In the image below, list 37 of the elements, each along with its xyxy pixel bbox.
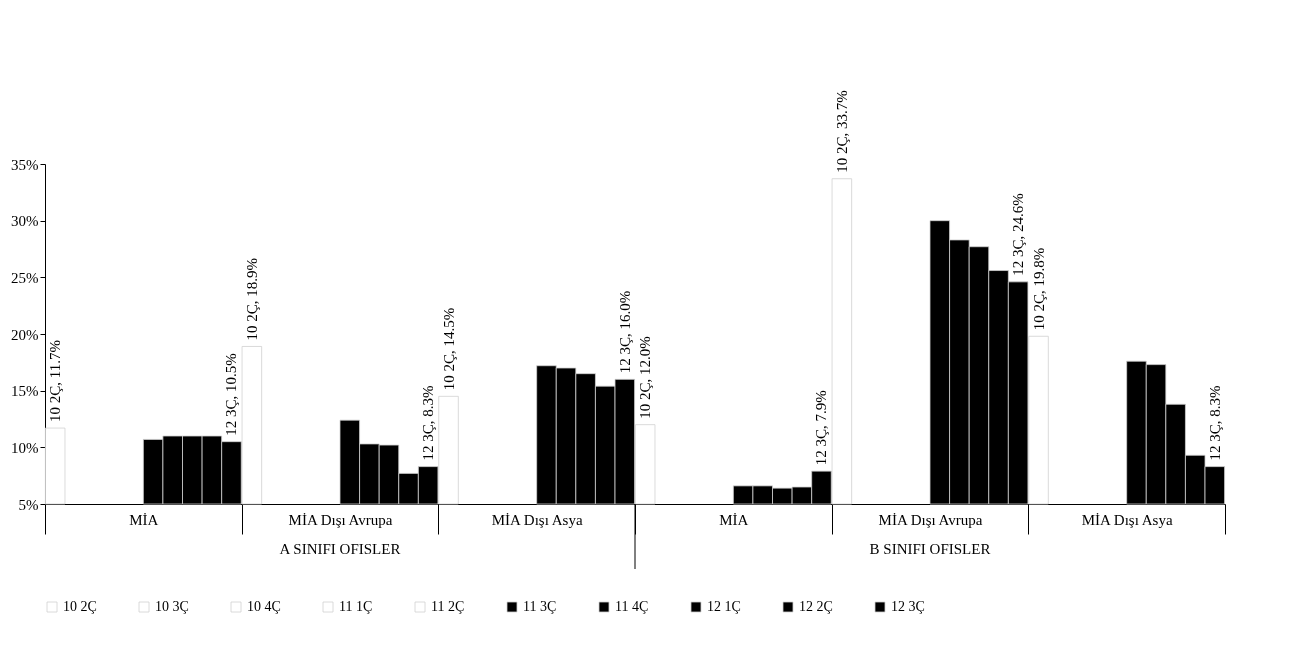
legend-label: 12 1Ç — [707, 599, 741, 614]
x-tick-label: MİA Dışı Avrupa — [878, 511, 983, 528]
data-label: 10 2Ç, 14.5% — [440, 307, 457, 391]
data-label: 10 2Ç, 11.7% — [47, 340, 64, 423]
text: B SINIFI OFISLER — [869, 541, 991, 557]
data-label: 10 2Ç, 33.7% — [833, 90, 850, 173]
data-label: 10 2Ç, 18.9% — [243, 257, 260, 341]
y-tick-label: 35% — [11, 156, 39, 173]
x-tick-label: MİA — [719, 511, 749, 528]
data-label: 12 3Ç, 7.9% — [813, 390, 830, 466]
data-label: 12 3Ç, 8.3% — [1206, 385, 1223, 461]
data-label: 10 2Ç, 19.8% — [1030, 247, 1047, 331]
data-label: 10 2Ç, 12.0% — [637, 336, 654, 419]
legend-label: 11 2Ç — [431, 599, 465, 614]
text: A SINIFI OFISLER — [279, 541, 401, 557]
x-tick-label: MİA Dışı Asya — [491, 511, 583, 528]
legend-label: 11 1Ç — [339, 599, 373, 614]
legend-label: 11 4Ç — [615, 599, 649, 614]
y-tick-label: 25% — [11, 269, 39, 286]
data-label: 12 3Ç, 16.0% — [616, 290, 633, 374]
legend-label: 11 3Ç — [523, 599, 557, 614]
legend-label: 12 2Ç — [799, 599, 833, 614]
y-tick-label: 20% — [11, 326, 39, 343]
y-tick-label: 10% — [11, 439, 39, 456]
data-label: 12 3Ç, 10.5% — [223, 353, 240, 436]
x-tick-label: MİA — [129, 511, 159, 528]
x-tick-label: MİA Dışı Asya — [1081, 511, 1173, 528]
y-tick-label: 5% — [18, 496, 39, 513]
legend-label: 12 3Ç — [891, 599, 925, 614]
y-tick-label: 30% — [11, 213, 39, 230]
legend-label: 10 4Ç — [247, 599, 281, 614]
data-label: 12 3Ç, 24.6% — [1010, 193, 1027, 276]
x-tick-label: MİA Dışı Avrupa — [288, 511, 393, 528]
data-label: 12 3Ç, 8.3% — [420, 385, 437, 461]
y-tick-label: 15% — [11, 383, 39, 400]
legend-label: 10 3Ç — [155, 599, 189, 614]
legend-label: 10 2Ç — [63, 599, 97, 614]
